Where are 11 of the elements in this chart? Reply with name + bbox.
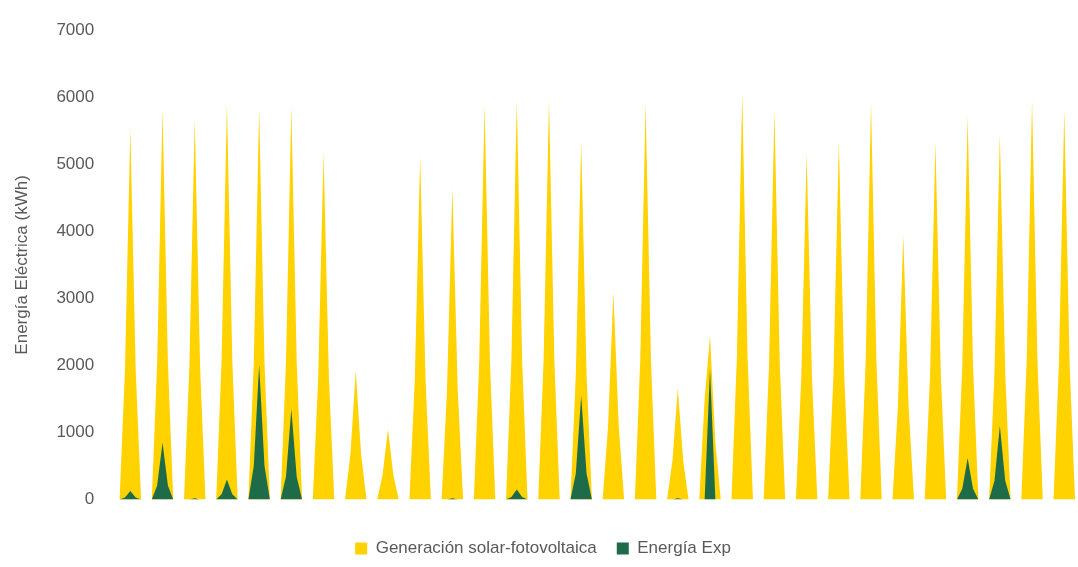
y-tick-label: 7000 xyxy=(56,19,95,39)
y-tick-label: 3000 xyxy=(56,288,95,308)
y-tick-label: 5000 xyxy=(56,154,95,173)
legend-label: Energía Exp xyxy=(637,538,731,558)
y-axis-title: Energía Eléctrica (kWh) xyxy=(11,175,31,355)
y-tick-label: 4000 xyxy=(56,221,95,241)
legend-label: Generación solar-fotovoltaica xyxy=(375,538,598,558)
y-tick-label: 1000 xyxy=(56,422,95,442)
y-tick-label: 2000 xyxy=(56,355,95,375)
y-tick-label: 0 xyxy=(84,489,95,509)
y-tick-label: 6000 xyxy=(56,86,95,106)
